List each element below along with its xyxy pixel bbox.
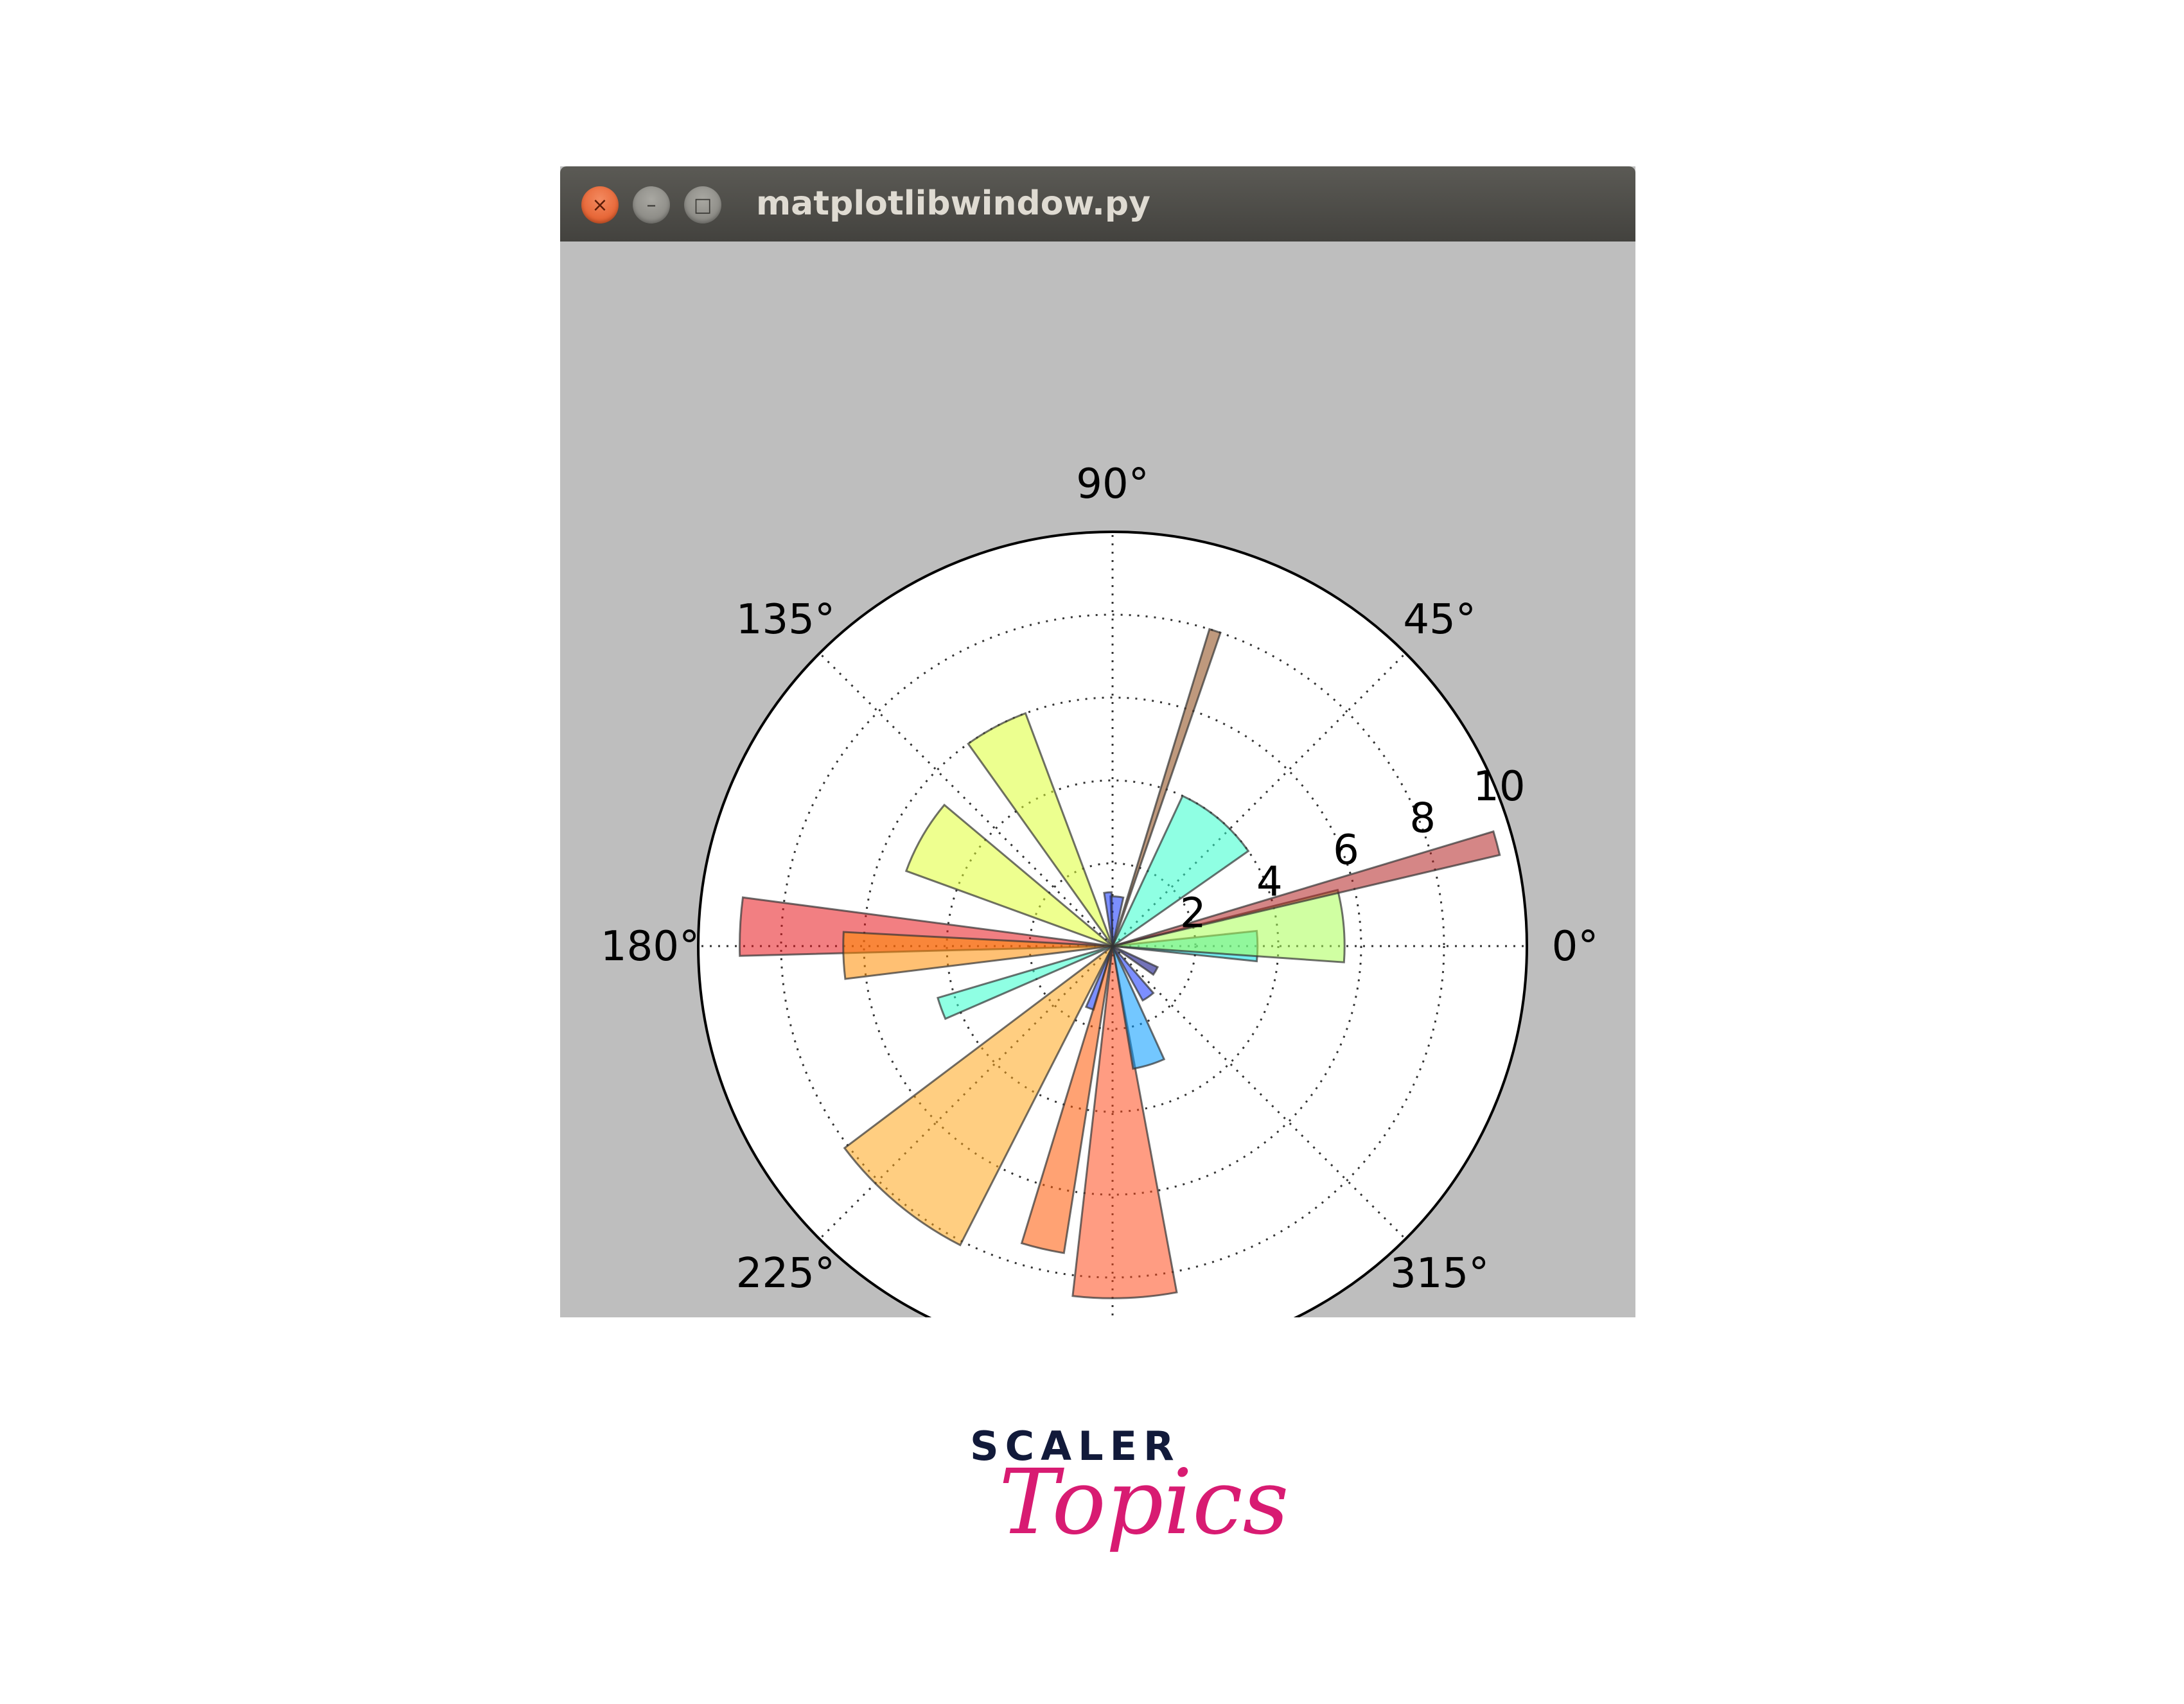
polar-bar	[1110, 795, 1250, 949]
polar-bar	[1103, 891, 1114, 947]
polar-bar	[1071, 945, 1178, 1299]
radial-tick-label: 4	[1256, 858, 1283, 906]
scaler-logo-text: SCALER	[970, 1423, 1181, 1470]
polar-bar	[842, 931, 1113, 980]
polar-bar	[1111, 945, 1155, 1002]
polar-bar	[1111, 945, 1166, 1070]
matplotlib-window: × – □ matplotlibwindow.py 0° 45° 90° 135° 18…	[560, 166, 1635, 1317]
angle-tick-label: 45°	[1403, 596, 1475, 644]
polar-bar	[1112, 945, 1159, 976]
polar-bar	[1111, 628, 1222, 947]
close-icon: ×	[592, 193, 608, 216]
polar-bar	[1112, 830, 1501, 947]
polar-bar	[843, 945, 1114, 1247]
radial-tick-label: 2	[1180, 890, 1206, 938]
radial-tick-label: 8	[1409, 795, 1436, 843]
angle-tick-label: 225°	[736, 1250, 835, 1297]
polar-bar	[904, 804, 1113, 947]
angle-tick-label: 135°	[736, 596, 835, 644]
angle-tick-label: 180°	[601, 923, 700, 971]
maximize-window-button[interactable]: □	[684, 186, 721, 224]
window-titlebar[interactable]: × – □ matplotlibwindow.py	[560, 166, 1635, 242]
radial-tick-label: 10	[1473, 763, 1525, 811]
angle-tick-label: 0°	[1552, 923, 1599, 971]
angle-tick-label: 90°	[1076, 461, 1149, 508]
radial-gridline	[780, 613, 1445, 1279]
minimize-window-button[interactable]: –	[633, 186, 670, 224]
close-window-button[interactable]: ×	[581, 186, 619, 224]
maximize-icon: □	[693, 193, 712, 216]
radial-tick-label: 6	[1333, 827, 1359, 874]
polar-axes-frame	[697, 531, 1528, 1317]
radial-gridline	[863, 696, 1362, 1196]
topics-logo-text: Topics	[999, 1450, 1289, 1555]
polar-bar	[967, 712, 1114, 947]
polar-bar	[937, 945, 1113, 1021]
window-title: matplotlibwindow.py	[756, 184, 1151, 223]
polar-bar	[1020, 945, 1114, 1254]
angle-tick-label: 315°	[1390, 1250, 1489, 1297]
minimize-icon: –	[646, 193, 656, 216]
